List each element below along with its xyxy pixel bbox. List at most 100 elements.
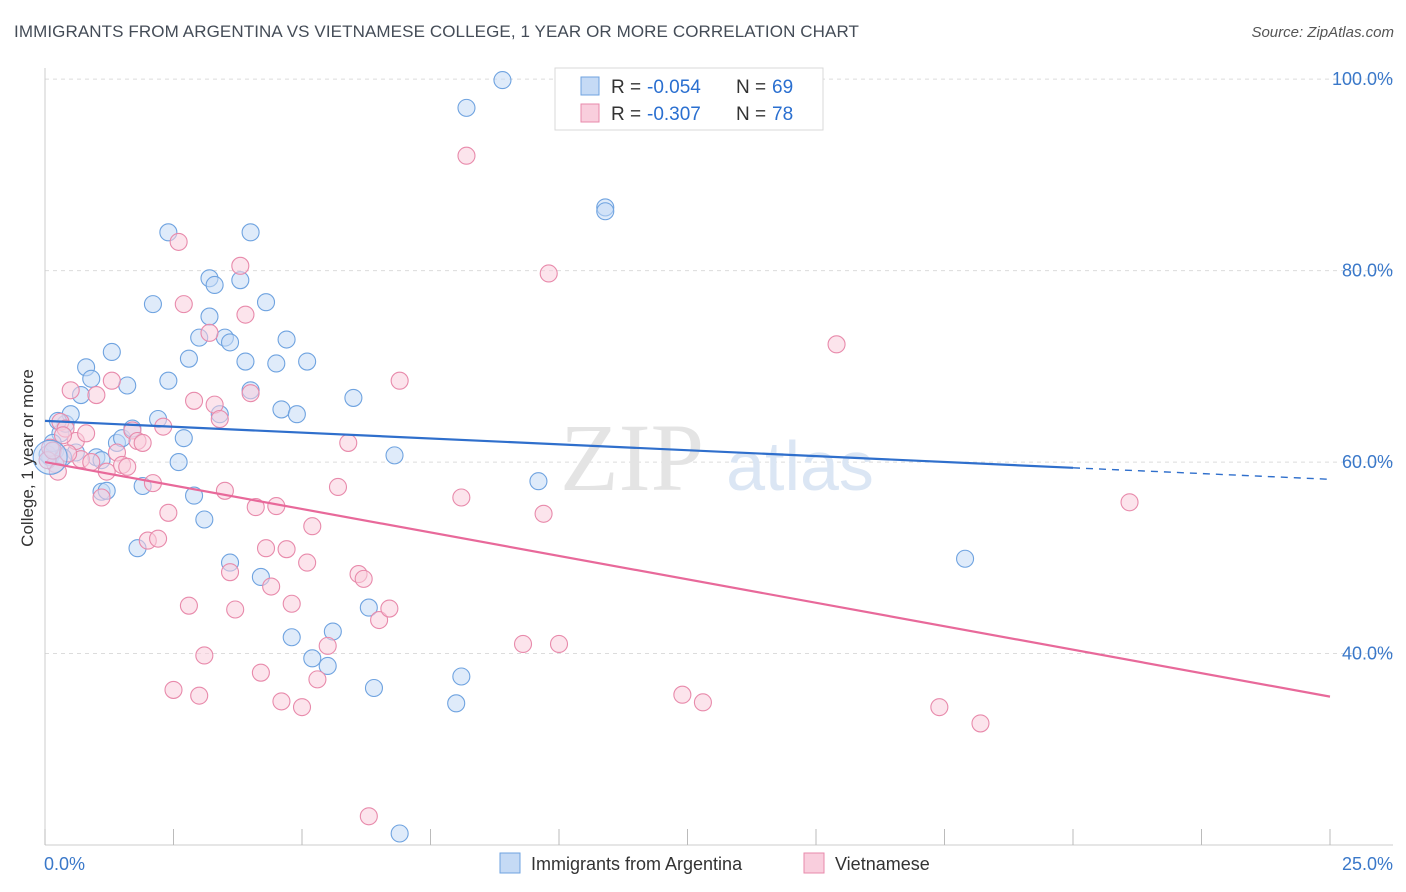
point-vietnamese (53, 426, 73, 445)
point-argentina (200, 307, 219, 326)
point-vietnamese (370, 610, 389, 630)
point-argentina (282, 628, 301, 647)
watermark: ZIP atlas (560, 404, 874, 511)
y-tick-label: 100.0% (1332, 69, 1393, 89)
series-legend: Immigrants from Argentina Vietnamese (499, 852, 930, 874)
point-vietnamese (159, 503, 178, 522)
stats-legend-swatch-argentina (580, 76, 600, 96)
point-vietnamese (118, 457, 137, 476)
point-vietnamese (226, 600, 245, 619)
point-vietnamese (303, 517, 322, 536)
point-argentina (287, 405, 306, 424)
legend-r-value-2: -0.307 (647, 104, 701, 125)
point-argentina (102, 342, 121, 362)
point-vietnamese (971, 714, 990, 733)
point-argentina (169, 453, 188, 472)
point-vietnamese (231, 256, 250, 275)
point-argentina (457, 98, 476, 117)
legend-label-vietnamese: Vietnamese (835, 854, 930, 874)
y-tick-labels: 100.0% 80.0% 60.0% 40.0% (1332, 69, 1393, 663)
point-vietnamese (339, 433, 358, 452)
watermark-atlas: atlas (726, 427, 874, 505)
point-vietnamese (200, 323, 219, 342)
point-argentina (364, 678, 384, 698)
point-argentina (303, 649, 322, 668)
point-vietnamese (298, 553, 317, 572)
data-points (32, 71, 1139, 843)
legend-r-value-1: -0.054 (647, 77, 701, 98)
point-vietnamese (256, 539, 276, 558)
point-vietnamese (236, 305, 255, 324)
point-vietnamese (457, 146, 476, 165)
point-argentina (256, 293, 276, 312)
trend-lines (44, 419, 1331, 698)
point-argentina (241, 223, 260, 242)
point-vietnamese (77, 424, 96, 443)
point-vietnamese (272, 692, 291, 711)
point-argentina (82, 369, 101, 388)
point-argentina (143, 295, 162, 314)
point-vietnamese (246, 498, 265, 517)
axes (44, 68, 1393, 846)
point-argentina (179, 349, 198, 368)
point-vietnamese (390, 371, 409, 390)
legend-r-label-2: R = (611, 104, 641, 125)
point-argentina (277, 330, 296, 349)
point-vietnamese (149, 529, 168, 548)
point-vietnamese (549, 634, 569, 654)
point-vietnamese (930, 698, 949, 717)
point-argentina (956, 549, 975, 568)
y-tick-label: 60.0% (1342, 452, 1393, 472)
point-argentina (298, 352, 317, 371)
legend-n-label-2: N = (736, 104, 766, 125)
point-vietnamese (164, 680, 183, 699)
point-vietnamese (380, 599, 399, 618)
point-argentina (118, 376, 137, 395)
point-argentina (220, 333, 240, 352)
point-argentina (529, 472, 548, 491)
stats-legend-box (554, 67, 824, 131)
point-argentina-cluster (32, 439, 68, 475)
point-argentina (385, 446, 404, 465)
point-argentina (174, 429, 193, 448)
legend-n-value-1: 69 (772, 77, 793, 98)
y-tick-label: 80.0% (1342, 261, 1393, 281)
point-vietnamese (534, 504, 553, 523)
point-vietnamese (452, 488, 471, 507)
point-vietnamese (693, 693, 712, 712)
point-vietnamese (251, 663, 270, 682)
point-vietnamese (354, 569, 373, 588)
point-vietnamese (241, 384, 260, 403)
point-argentina (359, 598, 378, 617)
point-argentina (195, 510, 214, 529)
point-vietnamese (513, 634, 533, 654)
watermark-zip: ZIP (560, 404, 704, 511)
point-vietnamese (82, 453, 101, 472)
point-vietnamese (359, 807, 378, 826)
point-argentina (596, 202, 615, 221)
point-vietnamese (827, 335, 846, 354)
point-vietnamese (190, 686, 209, 705)
point-vietnamese (308, 670, 327, 689)
point-argentina (447, 694, 466, 713)
point-vietnamese (133, 433, 152, 452)
point-vietnamese (282, 594, 301, 613)
legend-label-argentina: Immigrants from Argentina (531, 854, 743, 874)
point-vietnamese (169, 232, 188, 251)
trend-line-argentina-extension (1072, 467, 1331, 481)
point-argentina (390, 824, 409, 843)
point-vietnamese (262, 577, 281, 596)
point-vietnamese (1120, 493, 1139, 512)
point-vietnamese (195, 646, 214, 665)
stats-legend: R = -0.054 N = 69 R = -0.307 N = 78 (554, 67, 824, 131)
point-argentina (344, 388, 363, 407)
legend-n-value-2: 78 (772, 104, 793, 125)
point-vietnamese (210, 409, 229, 429)
point-argentina (493, 71, 512, 90)
point-argentina (185, 486, 204, 505)
point-vietnamese (673, 685, 692, 704)
point-argentina (272, 400, 291, 419)
point-vietnamese (220, 563, 240, 582)
point-vietnamese (277, 540, 296, 559)
